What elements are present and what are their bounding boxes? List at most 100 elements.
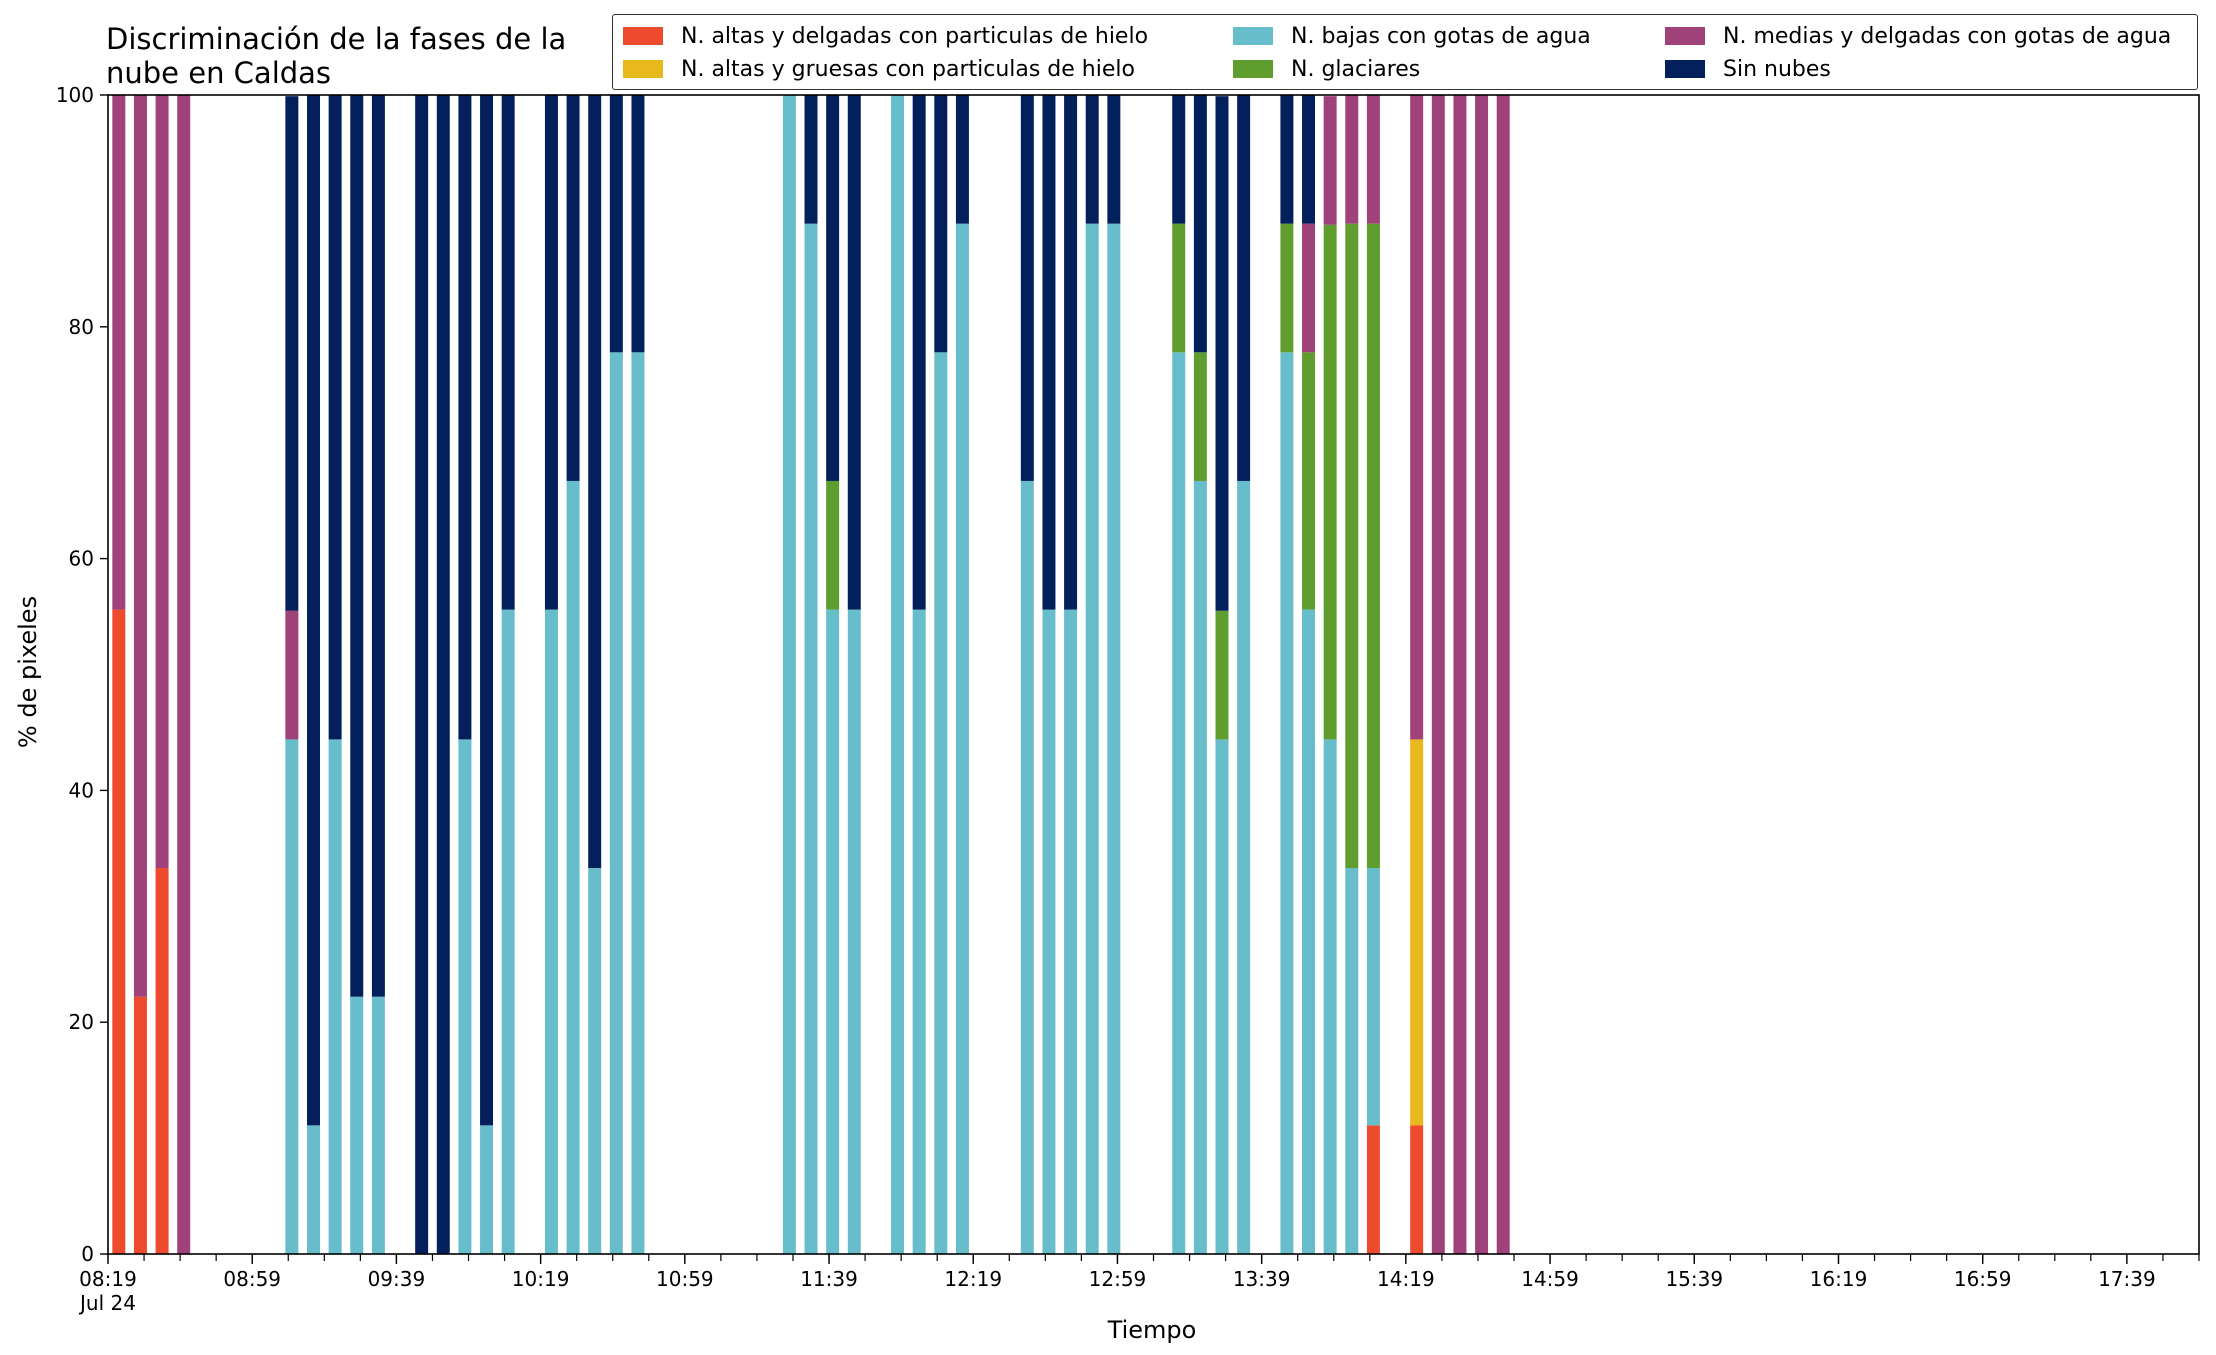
x-tick-label: 09:39 — [368, 1267, 426, 1291]
bar-segment-5-s2 — [307, 1125, 320, 1254]
legend-item: N. altas y gruesas con particulas de hie… — [623, 54, 1135, 84]
bar-segment-8-s5 — [371, 95, 385, 997]
bar-segment-26-s2 — [955, 223, 969, 1254]
legend-item: N. glaciares — [1233, 54, 1420, 84]
bar-segment-45-s4 — [1496, 95, 1510, 1254]
bar-segment-40-s2 — [1366, 868, 1380, 1126]
bar-segment-12-s5 — [480, 95, 494, 1126]
legend-swatch — [1665, 60, 1705, 78]
bar-segment-13-s2 — [501, 609, 515, 1254]
x-tick-label: 17:39 — [2098, 1267, 2156, 1291]
x-tick-label: 15:39 — [1665, 1267, 1723, 1291]
bar-segment-41-s0 — [1410, 1125, 1424, 1254]
bar-segment-30-s2 — [1085, 223, 1099, 1254]
legend: N. altas y delgadas con particulas de hi… — [612, 14, 2198, 90]
x-tick-label: 16:59 — [1954, 1267, 2012, 1291]
bar-segment-37-s3 — [1302, 352, 1316, 610]
bar-segment-21-s2 — [826, 609, 840, 1254]
bar-segment-29-s5 — [1064, 95, 1078, 610]
x-tick-label: 12:59 — [1089, 1267, 1147, 1291]
bar-segment-42-s4 — [1431, 95, 1445, 1254]
bar-segment-32-s2 — [1172, 352, 1186, 1254]
bar-segment-40-s3 — [1366, 223, 1380, 869]
bar-segment-6-s5 — [328, 95, 342, 740]
x-axis-label: Tiempo — [1107, 1316, 1197, 1344]
bar-segment-25-s2 — [934, 352, 948, 1254]
x-tick-label: 14:59 — [1521, 1267, 1579, 1291]
bar-segment-22-s5 — [847, 95, 861, 610]
x-tick-label: 13:39 — [1233, 1267, 1291, 1291]
bar-segment-34-s2 — [1215, 739, 1229, 1254]
bar-segment-7-s5 — [350, 95, 364, 997]
bar-segment-24-s2 — [912, 609, 926, 1254]
x-tick-label: 16:19 — [1810, 1267, 1868, 1291]
bar-segment-21-s3 — [826, 480, 840, 610]
legend-label: N. medias y delgadas con gotas de agua — [1723, 23, 2172, 49]
x-tick-label: 11:39 — [800, 1267, 858, 1291]
y-tick-label: 0 — [81, 1242, 94, 1266]
y-tick-label: 100 — [56, 83, 94, 107]
bar-segment-20-s2 — [804, 223, 818, 1254]
bar-segment-0-s4 — [112, 95, 126, 610]
bar-segment-31-s2 — [1107, 223, 1121, 1254]
bar-segment-30-s5 — [1085, 95, 1099, 224]
legend-swatch — [623, 60, 663, 78]
bar-segment-15-s5 — [566, 95, 580, 481]
bar-segment-23-s2 — [891, 95, 905, 1254]
bar-segment-0-s0 — [112, 609, 126, 1254]
bar-segment-3-s4 — [177, 95, 191, 1254]
plot-area — [108, 95, 2199, 1254]
x-tick-sublabel: Jul 24 — [78, 1291, 136, 1315]
bar-segment-19-s2 — [782, 95, 796, 1254]
bar-segment-36-s3 — [1280, 223, 1294, 353]
y-tick-label: 20 — [69, 1010, 94, 1034]
bar-segment-36-s2 — [1280, 352, 1294, 1254]
y-tick-label: 40 — [69, 778, 94, 802]
x-tick-label: 12:19 — [944, 1267, 1002, 1291]
bar-segment-44-s4 — [1475, 95, 1489, 1254]
bar-segment-8-s2 — [371, 996, 385, 1254]
bar-segment-32-s3 — [1172, 223, 1186, 353]
bar-segment-38-s4 — [1323, 96, 1337, 225]
legend-label: N. altas y gruesas con particulas de hie… — [681, 56, 1135, 82]
x-tick-label: 10:19 — [512, 1267, 570, 1291]
x-tick-label: 10:59 — [656, 1267, 714, 1291]
bar-segment-17-s5 — [609, 95, 623, 353]
bar-segment-33-s5 — [1193, 95, 1207, 353]
bar-segment-2-s4 — [155, 95, 169, 869]
bar-segment-36-s5 — [1280, 95, 1294, 224]
bar-segment-33-s3 — [1193, 352, 1207, 481]
bar-segment-4-s2 — [285, 739, 299, 1254]
bar-segment-41-s4 — [1410, 95, 1424, 740]
bar-segment-21-s5 — [826, 95, 840, 481]
bar-segment-34-s3 — [1215, 610, 1229, 740]
bar-segment-26-s5 — [955, 95, 969, 224]
bar-segment-20-s5 — [804, 95, 818, 224]
bar-segment-11-s5 — [458, 95, 472, 740]
bar-segment-31-s5 — [1107, 95, 1121, 224]
bar-segment-38-s3 — [1323, 224, 1337, 740]
bar-segment-35-s2 — [1237, 480, 1251, 1254]
bar-segment-29-s2 — [1064, 609, 1078, 1254]
bar-segment-1-s4 — [133, 95, 147, 997]
chart-title-line-1: Discriminación de la fases de la — [106, 22, 566, 56]
bar-segment-37-s2 — [1302, 609, 1316, 1254]
legend-item: N. bajas con gotas de agua — [1233, 21, 1591, 51]
bar-segment-39-s2 — [1345, 868, 1359, 1254]
bar-segment-9-s5 — [415, 95, 429, 1254]
bar-segment-18-s5 — [631, 95, 645, 353]
bar-segment-37-s4 — [1302, 223, 1316, 353]
bars-layer — [112, 95, 1510, 1254]
bar-segment-40-s0 — [1366, 1125, 1380, 1254]
legend-item: N. medias y delgadas con gotas de agua — [1665, 21, 2171, 51]
bar-segment-4-s4 — [285, 610, 299, 740]
y-tick-label: 80 — [69, 315, 94, 339]
legend-swatch — [1233, 60, 1273, 78]
bar-segment-27-s5 — [1020, 95, 1034, 481]
bar-segment-39-s3 — [1345, 223, 1359, 869]
bar-segment-33-s2 — [1193, 480, 1207, 1254]
legend-label: Sin nubes — [1723, 56, 1831, 82]
bar-segment-43-s4 — [1453, 95, 1467, 1254]
y-tick-label: 60 — [69, 547, 94, 571]
